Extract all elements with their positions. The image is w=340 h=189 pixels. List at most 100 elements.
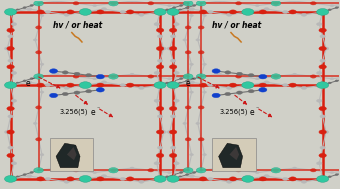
Circle shape bbox=[186, 138, 190, 140]
Circle shape bbox=[110, 75, 116, 78]
Circle shape bbox=[167, 176, 179, 182]
Circle shape bbox=[112, 169, 115, 171]
Circle shape bbox=[264, 8, 269, 11]
Circle shape bbox=[293, 0, 296, 2]
Circle shape bbox=[317, 23, 322, 26]
Circle shape bbox=[170, 59, 176, 62]
Circle shape bbox=[196, 122, 200, 124]
Circle shape bbox=[289, 83, 296, 87]
Circle shape bbox=[178, 176, 182, 178]
Circle shape bbox=[310, 169, 316, 172]
Circle shape bbox=[30, 172, 33, 173]
Circle shape bbox=[237, 75, 240, 77]
Circle shape bbox=[212, 93, 220, 98]
Circle shape bbox=[157, 146, 163, 149]
Circle shape bbox=[245, 84, 251, 87]
Circle shape bbox=[130, 73, 134, 75]
Circle shape bbox=[156, 46, 164, 51]
Circle shape bbox=[37, 2, 40, 4]
Circle shape bbox=[126, 83, 134, 87]
Circle shape bbox=[198, 51, 204, 54]
Circle shape bbox=[37, 10, 44, 14]
Circle shape bbox=[96, 88, 104, 92]
Circle shape bbox=[319, 65, 326, 69]
Circle shape bbox=[271, 1, 281, 6]
Circle shape bbox=[149, 169, 153, 171]
Circle shape bbox=[199, 27, 203, 29]
Circle shape bbox=[180, 172, 183, 173]
Circle shape bbox=[167, 9, 179, 15]
Circle shape bbox=[8, 84, 13, 87]
Circle shape bbox=[319, 130, 326, 134]
Circle shape bbox=[37, 169, 40, 171]
Circle shape bbox=[317, 82, 329, 88]
Circle shape bbox=[8, 146, 13, 149]
Circle shape bbox=[183, 39, 187, 41]
Circle shape bbox=[323, 47, 329, 50]
Circle shape bbox=[180, 78, 183, 80]
Circle shape bbox=[319, 107, 326, 111]
Circle shape bbox=[196, 39, 200, 41]
Circle shape bbox=[185, 26, 191, 29]
Circle shape bbox=[93, 78, 97, 80]
Circle shape bbox=[73, 75, 79, 78]
Circle shape bbox=[45, 84, 51, 87]
Circle shape bbox=[108, 168, 118, 173]
Circle shape bbox=[273, 2, 279, 5]
Circle shape bbox=[11, 99, 17, 102]
Circle shape bbox=[186, 7, 189, 9]
Circle shape bbox=[101, 175, 107, 178]
Circle shape bbox=[157, 84, 163, 87]
Circle shape bbox=[37, 83, 44, 87]
Circle shape bbox=[199, 138, 203, 140]
Circle shape bbox=[157, 10, 163, 13]
Circle shape bbox=[170, 84, 176, 87]
Circle shape bbox=[199, 10, 207, 14]
Circle shape bbox=[198, 106, 204, 109]
Text: e: e bbox=[26, 79, 31, 88]
Circle shape bbox=[62, 71, 68, 74]
Circle shape bbox=[186, 107, 190, 109]
Circle shape bbox=[7, 65, 14, 69]
Circle shape bbox=[156, 153, 164, 158]
Text: hv / or heat: hv / or heat bbox=[53, 21, 102, 30]
Circle shape bbox=[320, 115, 325, 118]
Circle shape bbox=[67, 83, 74, 87]
Circle shape bbox=[168, 171, 171, 174]
Circle shape bbox=[74, 72, 80, 76]
Circle shape bbox=[199, 75, 203, 77]
Circle shape bbox=[311, 169, 315, 171]
Circle shape bbox=[67, 10, 74, 14]
Circle shape bbox=[37, 75, 40, 77]
Circle shape bbox=[192, 172, 196, 173]
Circle shape bbox=[37, 2, 40, 4]
Circle shape bbox=[226, 86, 232, 89]
Circle shape bbox=[196, 168, 206, 173]
Circle shape bbox=[274, 2, 278, 4]
Circle shape bbox=[83, 84, 88, 87]
Circle shape bbox=[199, 177, 207, 181]
Circle shape bbox=[158, 178, 162, 180]
Circle shape bbox=[166, 82, 169, 84]
Circle shape bbox=[330, 5, 334, 7]
Circle shape bbox=[8, 177, 13, 180]
Circle shape bbox=[4, 176, 17, 182]
Circle shape bbox=[186, 174, 189, 176]
Circle shape bbox=[8, 84, 13, 87]
Polygon shape bbox=[219, 143, 242, 168]
Circle shape bbox=[139, 13, 144, 16]
Circle shape bbox=[208, 10, 213, 13]
Circle shape bbox=[321, 84, 324, 86]
Circle shape bbox=[199, 2, 203, 4]
Circle shape bbox=[167, 47, 172, 50]
Circle shape bbox=[187, 76, 190, 77]
Circle shape bbox=[273, 169, 279, 172]
Circle shape bbox=[196, 74, 206, 79]
Circle shape bbox=[139, 180, 144, 183]
Circle shape bbox=[185, 51, 191, 54]
Circle shape bbox=[200, 2, 203, 4]
Circle shape bbox=[273, 75, 279, 78]
Circle shape bbox=[9, 84, 12, 86]
Circle shape bbox=[236, 169, 241, 172]
Circle shape bbox=[317, 99, 322, 102]
